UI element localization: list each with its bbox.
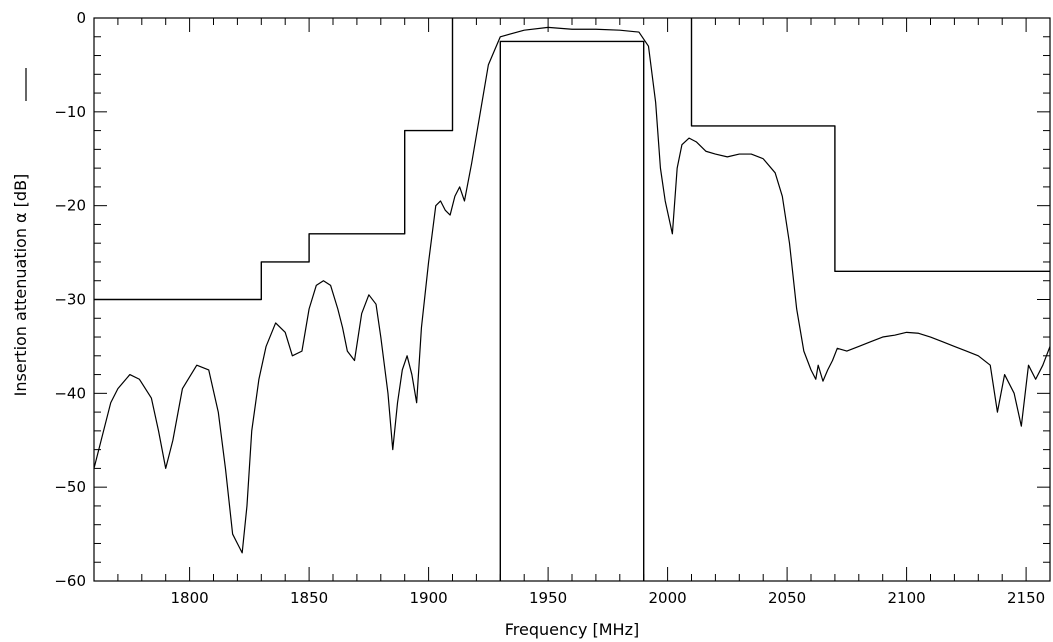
axis-ticks	[93, 17, 1051, 582]
y-tick-label: −20	[54, 197, 86, 215]
y-tick-label: −10	[54, 103, 86, 121]
y-tick-label: −30	[54, 291, 86, 309]
x-tick-label: 1800	[171, 589, 209, 607]
x-axis-title: Frequency [MHz]	[505, 620, 639, 639]
x-tick-label: 1900	[410, 589, 448, 607]
passband-mask-line	[499, 40, 645, 581]
stopband-mask-line	[94, 18, 454, 301]
tick-labels: 0 −10 −20 −30 −40 −50 −60 1800 1850 1900 1950 2000 2…	[54, 9, 1045, 607]
x-tick-label: 1850	[290, 589, 328, 607]
series-group	[93, 18, 1051, 581]
measured-response-line	[93, 26, 1051, 554]
y-tick-label: −40	[54, 384, 86, 402]
x-tick-label: 2050	[768, 589, 806, 607]
x-tick-label: 2100	[888, 589, 926, 607]
x-tick-label: 1950	[529, 589, 567, 607]
y-tick-label: −60	[54, 572, 86, 590]
y-axis-title: Insertion attenuation α [dB]	[11, 174, 30, 397]
stopband-mask-line	[690, 18, 1050, 273]
y-tick-label: −50	[54, 478, 86, 496]
y-tick-label: 0	[76, 9, 86, 27]
x-tick-label: 2150	[1007, 589, 1045, 607]
x-tick-label: 2000	[649, 589, 687, 607]
